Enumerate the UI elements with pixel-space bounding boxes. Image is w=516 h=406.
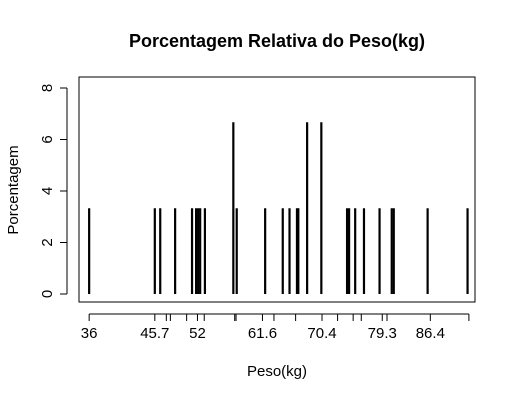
bars (88, 122, 469, 294)
y-axis-label: Porcentagem (5, 145, 22, 234)
x-tick-label-3: 61.6 (248, 325, 277, 342)
y-tick-label-3: 6 (39, 135, 56, 143)
y-tick-label-1: 2 (39, 238, 56, 246)
x-tick-label-1: 45.7 (140, 325, 169, 342)
x-axis-label: Peso(kg) (247, 363, 307, 380)
x-tick-label-2: 52 (189, 325, 206, 342)
x-axis: 36 45.7 52 61.6 70.4 79.3 86.4 (81, 313, 470, 342)
y-tick-label-0: 0 (39, 290, 56, 298)
y-axis: 0 2 4 6 8 (39, 84, 68, 298)
x-tick-label-0: 36 (81, 325, 98, 342)
x-tick-label-5: 79.3 (368, 325, 397, 342)
x-tick-label-6: 86.4 (416, 325, 445, 342)
chart-title: Porcentagem Relativa do Peso(kg) (129, 31, 425, 51)
x-tick-label-4: 70.4 (307, 325, 336, 342)
y-tick-label-4: 8 (39, 84, 56, 92)
y-tick-label-2: 4 (39, 187, 56, 195)
plot-frame (78, 76, 476, 303)
